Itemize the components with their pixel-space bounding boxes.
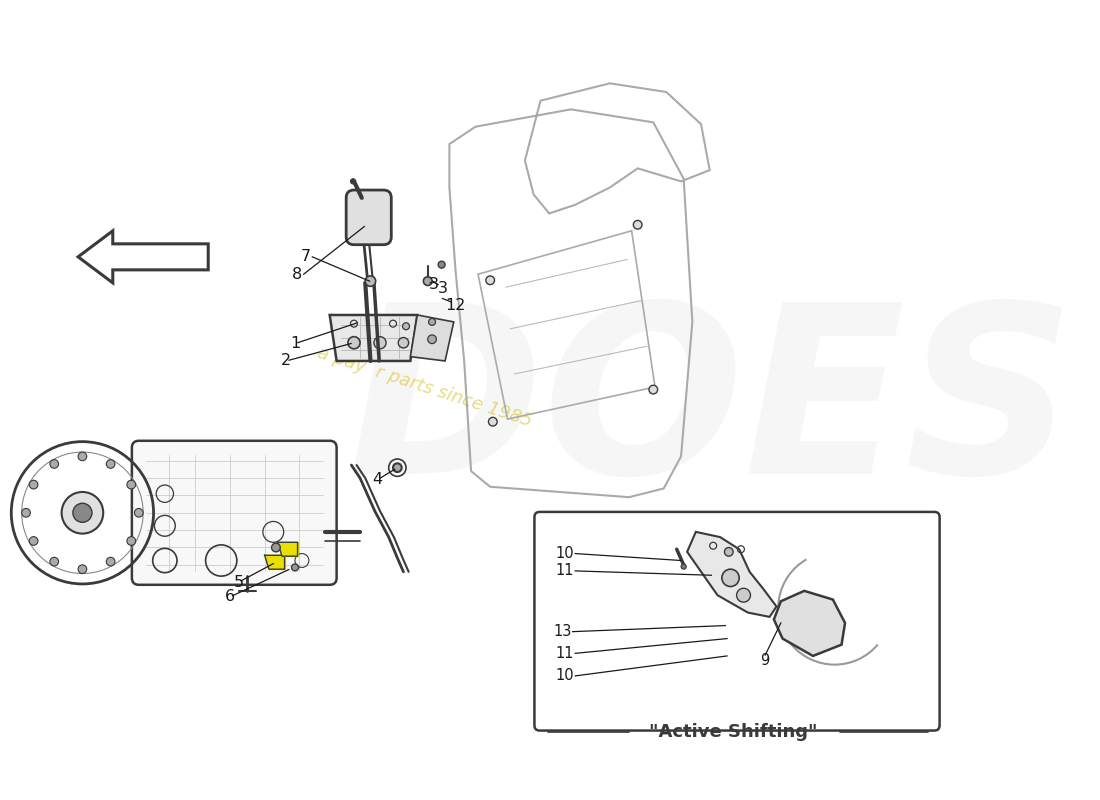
Circle shape [488, 418, 497, 426]
Circle shape [348, 337, 360, 349]
Circle shape [30, 480, 37, 489]
Circle shape [429, 318, 436, 326]
Polygon shape [410, 315, 454, 361]
FancyBboxPatch shape [346, 190, 392, 245]
Polygon shape [277, 542, 298, 556]
Circle shape [292, 564, 298, 571]
Text: 1: 1 [290, 336, 300, 351]
Text: 9: 9 [760, 653, 770, 668]
FancyBboxPatch shape [535, 512, 939, 730]
Circle shape [30, 537, 37, 546]
Text: 13: 13 [553, 624, 571, 639]
Circle shape [134, 509, 143, 517]
Circle shape [365, 276, 376, 286]
Circle shape [634, 221, 642, 229]
Circle shape [725, 547, 733, 556]
Circle shape [722, 569, 739, 586]
Circle shape [681, 564, 686, 569]
Circle shape [393, 463, 402, 472]
Polygon shape [774, 591, 845, 656]
Polygon shape [330, 315, 417, 361]
Circle shape [403, 322, 409, 330]
Circle shape [272, 543, 280, 552]
Text: 6: 6 [224, 590, 235, 605]
Circle shape [126, 537, 135, 546]
Text: 12: 12 [446, 298, 465, 313]
Text: 11: 11 [556, 563, 574, 578]
Text: 8: 8 [292, 266, 301, 282]
Text: 7: 7 [300, 250, 310, 264]
Circle shape [398, 338, 408, 348]
Polygon shape [688, 532, 777, 617]
Circle shape [424, 277, 432, 286]
Circle shape [649, 386, 658, 394]
Circle shape [351, 178, 355, 184]
Circle shape [50, 460, 58, 468]
Circle shape [737, 588, 750, 602]
Circle shape [126, 480, 135, 489]
Text: 10: 10 [556, 668, 574, 683]
Text: 11: 11 [556, 646, 574, 661]
Text: "Active Shifting": "Active Shifting" [649, 723, 817, 742]
Circle shape [78, 565, 87, 574]
Text: DOES: DOES [348, 294, 1076, 522]
Text: a pay  r parts since 1985: a pay r parts since 1985 [316, 344, 535, 430]
Text: 5: 5 [233, 574, 243, 590]
Text: 10: 10 [556, 546, 574, 561]
Text: 2: 2 [282, 354, 292, 369]
Circle shape [438, 261, 446, 268]
Circle shape [22, 509, 31, 517]
Circle shape [73, 503, 92, 522]
Circle shape [107, 460, 116, 468]
Circle shape [107, 558, 116, 566]
Text: 3: 3 [429, 277, 439, 292]
Circle shape [428, 335, 437, 344]
Text: 3: 3 [438, 281, 448, 295]
FancyBboxPatch shape [132, 441, 337, 585]
Text: 4: 4 [372, 472, 383, 487]
Circle shape [374, 337, 386, 349]
Circle shape [50, 558, 58, 566]
Circle shape [62, 492, 103, 534]
Polygon shape [265, 555, 285, 569]
Circle shape [486, 276, 495, 285]
Circle shape [78, 452, 87, 461]
